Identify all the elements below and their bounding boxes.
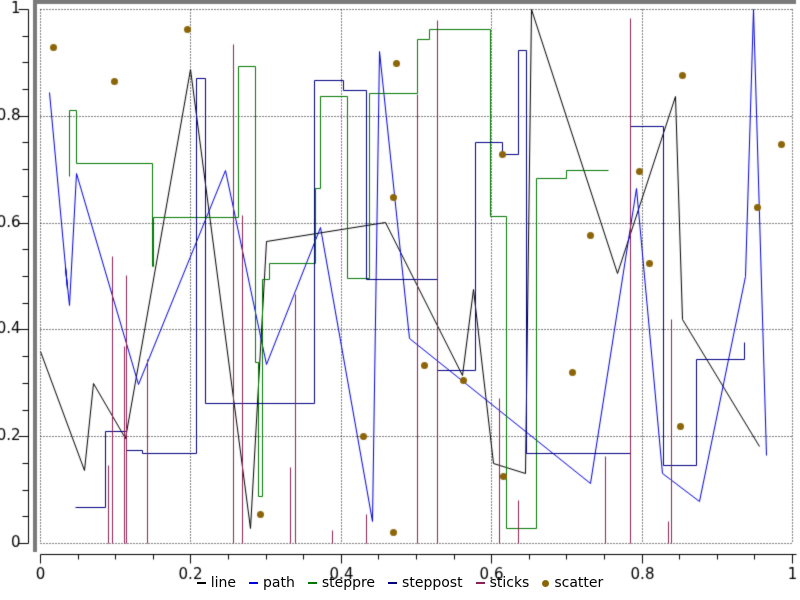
legend-item-steppre: steppre — [307, 575, 376, 591]
legend-item-steppost: steppost — [388, 575, 463, 591]
line-series-marker-icon — [196, 582, 206, 584]
legend-label-line: line — [210, 575, 236, 591]
legend-label-scatter: scatter — [554, 575, 604, 591]
legend-item-line: line — [196, 575, 236, 591]
steppre-series-marker-icon — [307, 582, 317, 584]
legend-label-steppre: steppre — [321, 575, 376, 591]
scatter-series-marker-icon — [542, 579, 550, 587]
legend-item-path: path — [248, 575, 295, 591]
legend-label-sticks: sticks — [489, 575, 530, 591]
chart-legend: line path steppre steppost sticks scatte… — [0, 575, 800, 591]
steppost-series-marker-icon — [388, 582, 398, 584]
sticks-series-marker-icon — [475, 582, 485, 584]
legend-label-steppost: steppost — [402, 575, 463, 591]
legend-item-scatter: scatter — [542, 575, 603, 591]
legend-item-sticks: sticks — [475, 575, 530, 591]
legend-label-path: path — [262, 575, 295, 591]
path-series-marker-icon — [248, 582, 258, 584]
